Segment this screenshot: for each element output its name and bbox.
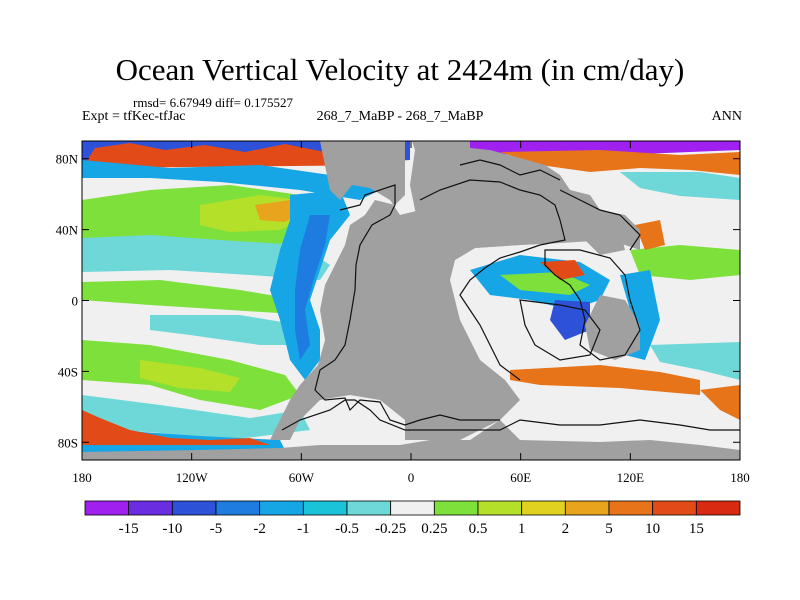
coastline-antarctica [281,399,740,431]
colorbar-label: 1 [518,521,526,537]
field-pacific-green-band2 [82,280,310,315]
coastline-africa [419,179,566,381]
field-pacific-cyan-band2 [150,315,320,345]
stats-label: rmsd= 6.67949 diff= 0.175527 [133,95,293,110]
colorbar-swatch [521,500,566,516]
y-tick-label: 40N [56,223,79,238]
colorbar-swatch [302,500,348,516]
colorbar-label: -0.5 [335,521,359,537]
x-tick-label: 180 [730,470,750,485]
field-southern-ocean-red [82,410,270,445]
land-greenland [412,141,470,160]
field-indian-red [540,260,585,280]
coastline-arabia [459,159,561,181]
colorbar-swatch [390,500,435,516]
colorbar-label: 5 [605,521,613,537]
field-atlantic-western-boundary-2 [295,215,330,360]
colorbar-label: 10 [645,521,660,537]
x-tick-label: 60E [510,470,531,485]
field-east-boundary-green [630,245,740,280]
colorbar-label: -10 [162,521,182,537]
field-arctic-band-cyan [82,160,380,200]
field-arctic-east-orange [500,150,740,175]
colorbar-swatch [608,500,654,516]
x-tick-label: 60W [289,470,315,485]
coastline-indian-islands [519,299,601,361]
colorbar-label: -2 [253,521,266,537]
field-east-boundary-orange [635,220,665,250]
x-tick-label: 180 [72,470,92,485]
field-south-east-cyan [650,342,740,380]
experiment-label: Expt = tfKec-tfJac [82,109,186,124]
colorbar-label: -1 [297,521,310,537]
field-arctic-east-cyan [620,172,740,200]
colorbar-label: -5 [210,521,223,537]
field-south-east-orange [700,385,740,420]
field-south-pacific-cyan [82,395,310,440]
field-indian-blue [550,300,590,340]
field-south-pacific-yellow [140,360,240,392]
colorbar-swatch [433,500,479,516]
map-field [82,141,740,460]
colorbar-label: 2 [562,521,570,537]
colorbar-label: 0.25 [421,521,447,537]
colorbar-label: -0.25 [375,521,406,537]
colorbar-labels: -15 -10 -5 -2 -1 -0.5 -0.25 0.25 0.5 1 2 5 10 15 [119,521,704,537]
land-africa [410,148,600,260]
colorbar-swatches [84,500,741,516]
chart-title: Ocean Vertical Velocity at 2424m (in cm/… [115,52,685,87]
colorbar-label: 0.5 [469,521,488,537]
x-tick-label: 120W [176,470,209,485]
colorbar-swatch [259,500,304,516]
axis-ticks: 180 120W 60W 0 60E 120E 180 80N 40N 0 40S 80S [56,141,750,485]
coastline-asia [559,189,641,251]
colorbar-swatch [84,500,130,516]
colorbar-swatch [346,500,392,516]
colorbar-swatch [695,500,741,516]
colorbar-swatch [171,500,217,516]
land-australia [585,295,640,360]
colorbar-label: -15 [119,521,139,537]
case-label: 268_7_MaBP - 268_7_MaBP [316,109,484,124]
field-arctic-band-red [82,143,395,168]
colorbar-swatch [477,500,523,516]
coastline-americas [314,184,500,426]
coastline-australia [544,249,641,361]
colorbar-label: 15 [689,521,704,537]
colorbar-swatch [128,500,173,516]
x-tick-label: 120E [617,470,645,485]
colorbar-swatch [652,500,697,516]
y-tick-label: 80S [58,435,78,450]
y-tick-label: 0 [72,294,79,309]
land-antarctica [82,420,740,460]
field-pacific-cyan-band [82,235,330,280]
land-se-asia [580,215,625,255]
coastlines [281,159,740,431]
y-tick-label: 40S [58,364,78,379]
colorbar-swatch [215,500,261,516]
field-indian-south-band [510,365,700,395]
y-tick-label: 80N [56,152,79,167]
season-label: ANN [711,109,742,124]
colorbar-swatch [564,500,610,516]
x-tick-label: 0 [408,470,415,485]
